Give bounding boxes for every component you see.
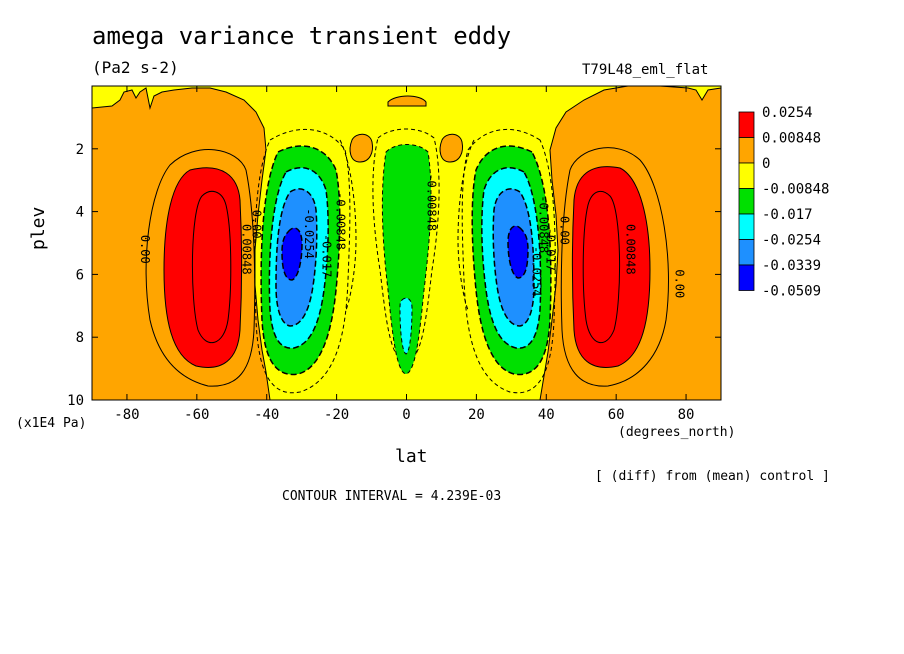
x-axis-label: lat <box>395 446 428 467</box>
legend-label: 0.0254 <box>762 105 813 121</box>
legend-label: -0.0254 <box>762 233 821 249</box>
negative-lobe-north-outer <box>461 128 556 394</box>
equatorial-outer-dashed <box>372 128 440 363</box>
contour-label: 0.00 <box>557 216 571 245</box>
y-tick-label: 2 <box>76 142 84 158</box>
run-name: T79L48_eml_flat <box>582 62 709 78</box>
contour-label: 0.00848 <box>239 224 253 275</box>
red-core-south <box>191 190 232 344</box>
legend-swatch <box>738 239 755 266</box>
contour-interval: CONTOUR INTERVAL = 4.239E-03 <box>282 489 502 504</box>
contour-fields <box>92 86 721 400</box>
x-tick-label: 0 <box>402 407 410 423</box>
legend-label: 0.00848 <box>762 131 821 147</box>
upper-blob-center <box>387 95 427 107</box>
contour-label: 0.00 <box>138 235 152 264</box>
y-axis-scale: (x1E4 Pa) <box>16 416 87 431</box>
y-tick-label: 8 <box>76 330 84 346</box>
red-region-south <box>163 167 242 368</box>
contour-label: 0.00848 <box>624 224 638 275</box>
x-tick-label: 80 <box>678 407 695 423</box>
equatorial-cyan <box>399 297 413 355</box>
contour-label: -0.00848 <box>424 173 438 231</box>
contour-label: -0.017 <box>543 228 557 271</box>
midlat-dashed-south <box>339 139 357 311</box>
y-tick-label: 10 <box>67 393 84 409</box>
thin-contour-north <box>560 147 669 387</box>
midlat-dashed-north <box>457 139 475 311</box>
legend-swatch <box>738 162 755 189</box>
x-tick-label: -80 <box>114 407 139 423</box>
legend-swatch <box>738 137 755 164</box>
legend-swatch <box>738 188 755 215</box>
red-region-north <box>572 166 651 368</box>
legend-label: -0.0339 <box>762 258 821 274</box>
equatorial-green <box>381 144 432 375</box>
y-axis: 2 4 6 8 10 <box>67 142 721 409</box>
negative-core-south <box>281 227 303 281</box>
contour-label: 0.00 <box>673 269 687 298</box>
x-tick-label: 40 <box>538 407 555 423</box>
legend-swatch <box>738 213 755 240</box>
x-tick-label: 20 <box>468 407 485 423</box>
contour-label: -0.00848 <box>536 195 550 253</box>
thin-contour-south <box>145 149 256 387</box>
upper-blob-right <box>439 133 463 163</box>
contour-label: 0.00 <box>250 210 264 239</box>
color-legend: 0.0254 0.00848 0 -0.00848 -0.017 -0.0254 -0.03… <box>738 105 829 300</box>
diff-note: [ (diff) from (mean) control ] <box>595 469 830 484</box>
x-tick-label: 60 <box>608 407 625 423</box>
contour-label: -0.0254 <box>529 246 543 297</box>
x-tick-label: -20 <box>324 407 349 423</box>
x-tick-label: -60 <box>184 407 209 423</box>
chart-units: (Pa2 s-2) <box>92 58 179 77</box>
contour-label: -0.0254 <box>302 208 316 259</box>
legend-label: 0 <box>762 156 770 172</box>
x-axis: -80 -60 -40 -20 0 20 40 60 80 <box>114 86 694 423</box>
legend-label: -0.00848 <box>762 182 829 198</box>
upper-blob-left <box>349 133 373 163</box>
red-core-north <box>582 190 621 344</box>
legend-swatch <box>738 111 755 138</box>
legend-label: -0.0509 <box>762 284 821 300</box>
negative-core-north <box>507 225 529 279</box>
y-tick-label: 6 <box>76 267 84 283</box>
legend-label: -0.017 <box>762 207 813 223</box>
legend-swatch <box>738 264 755 291</box>
contour-label: -0.017 <box>320 234 334 277</box>
y-tick-label: 4 <box>76 205 84 221</box>
contour-label: -0.00848 <box>334 192 348 250</box>
chart-title: amega variance transient eddy <box>92 22 512 50</box>
x-axis-units: (degrees_north) <box>618 425 736 440</box>
x-tick-label: -40 <box>254 407 279 423</box>
